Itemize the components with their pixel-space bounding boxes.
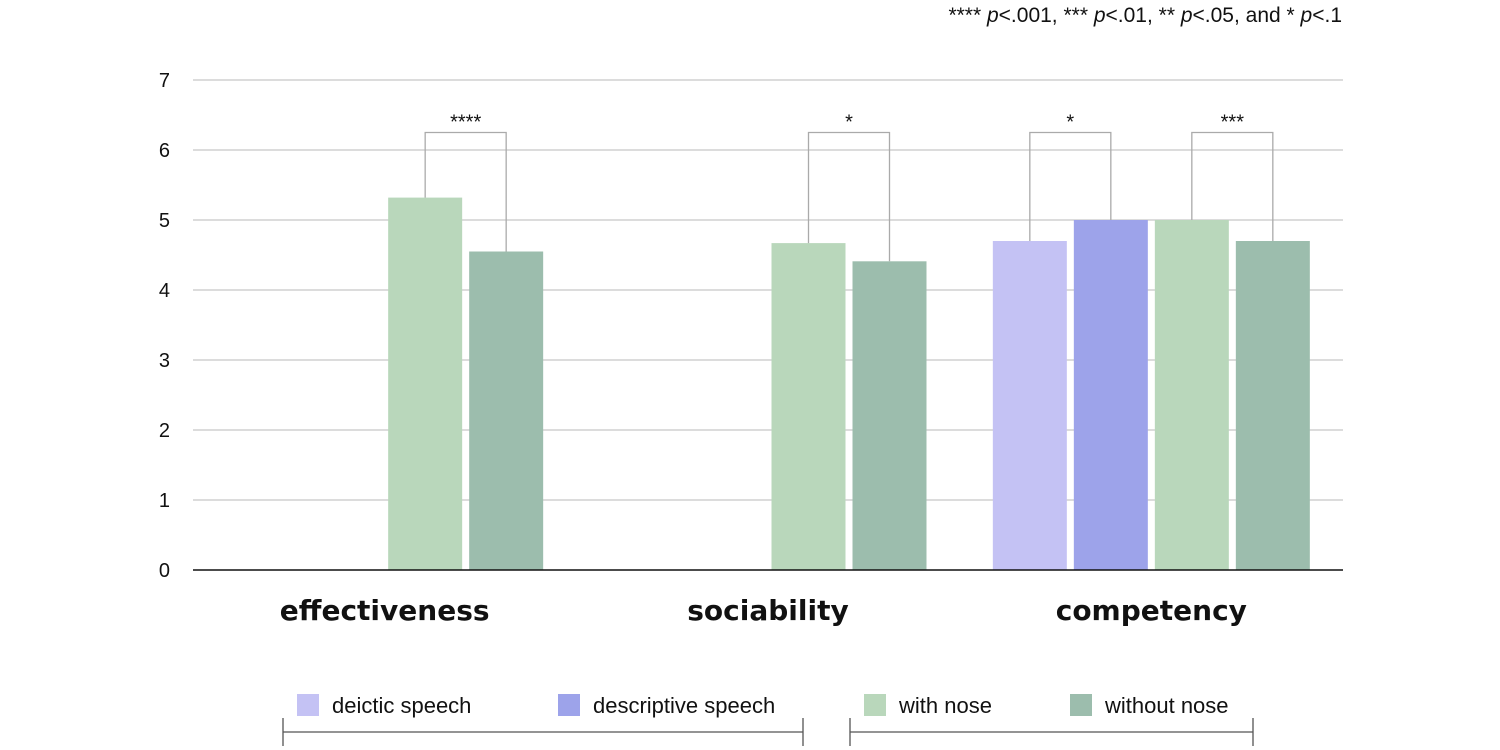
bar-without-nose xyxy=(1235,241,1310,570)
significance-bracket xyxy=(1191,131,1274,241)
y-tick-label: 4 xyxy=(159,280,170,302)
y-tick-label: 6 xyxy=(159,140,170,162)
bar-with-nose xyxy=(1154,220,1229,570)
legend-label: without nose xyxy=(1104,693,1229,718)
bar-without-nose xyxy=(852,261,927,570)
significance-note-part: p xyxy=(1180,4,1193,27)
significance-note-part: p xyxy=(1300,4,1313,27)
significance-bracket xyxy=(424,131,507,252)
bar-with-nose xyxy=(771,243,846,570)
category-label: effectiveness xyxy=(280,594,490,627)
significance-bracket xyxy=(1029,131,1112,241)
legend-label: descriptive speech xyxy=(593,693,775,718)
bar-with-nose xyxy=(388,197,463,570)
y-tick-label: 2 xyxy=(159,420,170,442)
y-tick-label: 7 xyxy=(159,70,170,92)
y-tick-label: 0 xyxy=(159,560,170,582)
legend-label: deictic speech xyxy=(332,693,471,718)
bar-deictic-speech xyxy=(992,241,1067,570)
legend-group-bracket xyxy=(849,718,1254,746)
y-tick-label: 1 xyxy=(159,490,170,512)
significance-bracket xyxy=(807,131,891,262)
significance-note-part: <.01, ** xyxy=(1105,4,1181,27)
significance-label: * xyxy=(845,112,853,134)
legend-label: with nose xyxy=(898,693,992,718)
significance-note-part: p xyxy=(1093,4,1106,27)
significance-note-part: **** xyxy=(948,4,987,27)
significance-label: *** xyxy=(1221,112,1245,134)
legend-swatch xyxy=(558,694,580,716)
legend-swatch xyxy=(1070,694,1092,716)
significance-note-part: <.1 xyxy=(1312,4,1342,27)
significance-note: **** p<.001, *** p<.01, ** p<.05, and * … xyxy=(948,4,1342,28)
legend-swatch xyxy=(297,694,319,716)
y-tick-label: 3 xyxy=(159,350,170,372)
legend-swatch xyxy=(864,694,886,716)
y-tick-label: 5 xyxy=(159,210,170,232)
legend-group-bracket xyxy=(282,718,804,746)
significance-note-part: p xyxy=(986,4,999,27)
category-label: sociability xyxy=(687,594,848,627)
bar-without-nose xyxy=(469,251,544,570)
significance-label: **** xyxy=(450,112,481,134)
category-label: competency xyxy=(1056,594,1247,627)
significance-note-part: <.001, *** xyxy=(998,4,1094,27)
bar-descriptive-speech xyxy=(1073,220,1148,570)
significance-label: * xyxy=(1066,112,1074,134)
significance-note-part: <.05, and * xyxy=(1192,4,1301,27)
